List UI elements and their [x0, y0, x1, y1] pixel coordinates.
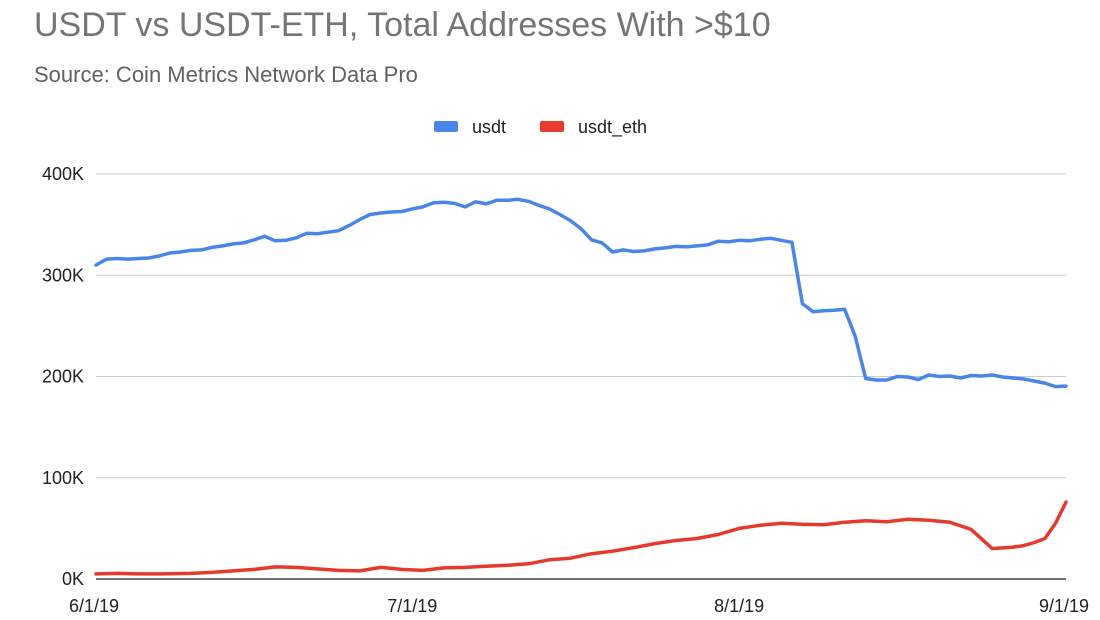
- x-tick-label: 8/1/19: [714, 596, 764, 616]
- legend-label-usdt-eth: usdt_eth: [578, 117, 647, 138]
- y-tick-label: 0K: [62, 569, 84, 589]
- y-tick-label: 200K: [42, 367, 84, 387]
- series-line-usdt-eth: [94, 500, 1068, 576]
- x-tick-label: 7/1/19: [387, 596, 437, 616]
- series-line-usdt: [94, 197, 1068, 389]
- legend-swatch-usdt-eth: [540, 121, 564, 132]
- y-tick-label: 300K: [42, 265, 84, 285]
- legend-swatch-usdt: [434, 121, 458, 132]
- y-tick-label: 400K: [42, 164, 84, 184]
- chart-title: USDT vs USDT-ETH, Total Addresses With >…: [34, 6, 771, 44]
- x-tick-label: 9/1/19: [1039, 596, 1089, 616]
- chart-subtitle: Source: Coin Metrics Network Data Pro: [34, 62, 418, 87]
- y-tick-label: 100K: [42, 468, 84, 488]
- legend-label-usdt: usdt: [472, 117, 506, 137]
- x-tick-label: 6/1/19: [69, 596, 119, 616]
